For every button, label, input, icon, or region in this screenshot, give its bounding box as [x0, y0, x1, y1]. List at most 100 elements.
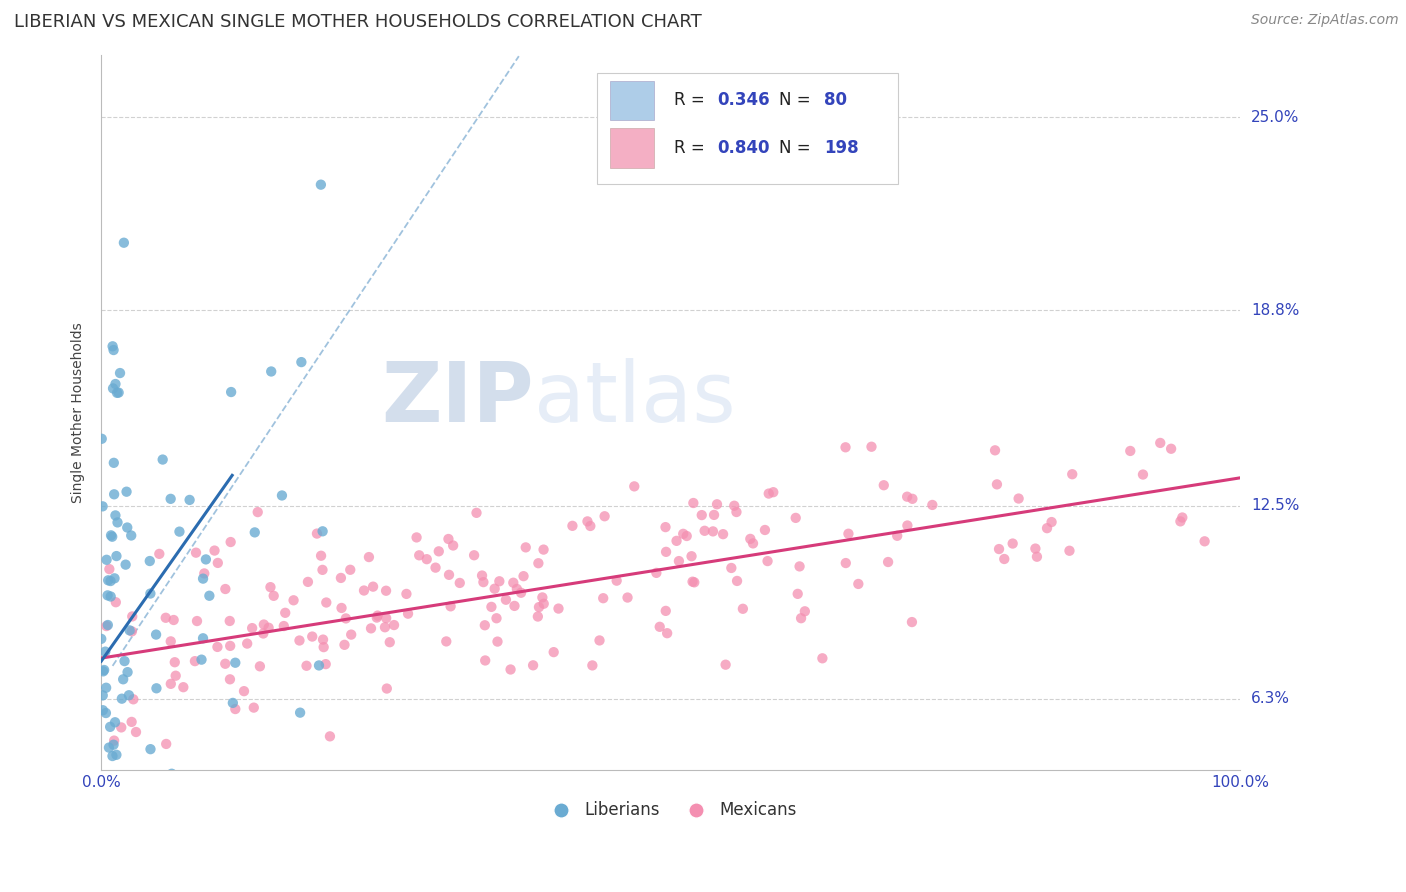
Point	[758, 486, 780, 500]
Point	[103, 456, 125, 470]
Point	[94, 645, 117, 659]
Point	[121, 609, 143, 624]
Point	[588, 633, 610, 648]
Point	[1170, 514, 1192, 528]
Point	[240, 621, 263, 635]
Point	[91, 665, 114, 679]
Point	[311, 563, 333, 577]
Point	[360, 621, 382, 635]
Point	[219, 535, 242, 549]
Point	[720, 561, 742, 575]
Bar	[610, 80, 654, 120]
Point	[104, 715, 127, 730]
Point	[155, 737, 177, 751]
Point	[416, 552, 439, 566]
Point	[100, 590, 122, 604]
Point	[165, 669, 187, 683]
Point	[91, 703, 114, 717]
Text: LIBERIAN VS MEXICAN SINGLE MOTHER HOUSEHOLDS CORRELATION CHART: LIBERIAN VS MEXICAN SINGLE MOTHER HOUSEH…	[14, 13, 702, 31]
Point	[408, 549, 430, 563]
Point	[472, 575, 495, 590]
Point	[606, 574, 628, 588]
Point	[103, 487, 125, 501]
Point	[308, 658, 330, 673]
Point	[179, 492, 201, 507]
Point	[218, 614, 240, 628]
Point	[90, 632, 112, 646]
Point	[101, 381, 124, 395]
Point	[111, 691, 134, 706]
Point	[252, 626, 274, 640]
Point	[1026, 549, 1049, 564]
Point	[98, 562, 121, 576]
Point	[786, 587, 808, 601]
Point	[118, 688, 141, 702]
Point	[243, 525, 266, 540]
Point	[163, 613, 186, 627]
Point	[319, 730, 342, 744]
Point	[682, 574, 704, 589]
Point	[533, 597, 555, 611]
Point	[742, 536, 765, 550]
Point	[214, 657, 236, 671]
Point	[690, 508, 713, 522]
Point	[259, 580, 281, 594]
Point	[117, 665, 139, 680]
Point	[896, 518, 918, 533]
Point	[145, 627, 167, 641]
Point	[901, 615, 924, 629]
Point	[290, 355, 312, 369]
Point	[112, 673, 135, 687]
Point	[474, 653, 496, 667]
Point	[463, 548, 485, 562]
Point	[834, 440, 856, 454]
Point	[152, 452, 174, 467]
Point	[495, 592, 517, 607]
Point	[335, 611, 357, 625]
Point	[988, 542, 1011, 557]
Point	[706, 497, 728, 511]
Point	[288, 633, 311, 648]
Point	[121, 769, 143, 783]
Point	[366, 610, 388, 624]
Point	[257, 621, 280, 635]
Point	[576, 515, 599, 529]
Point	[104, 376, 127, 391]
Point	[233, 684, 256, 698]
Y-axis label: Single Mother Households: Single Mother Households	[72, 322, 86, 503]
Point	[510, 586, 533, 600]
Point	[1119, 444, 1142, 458]
Text: 80: 80	[824, 91, 848, 109]
Point	[93, 663, 115, 677]
Point	[581, 658, 603, 673]
Point	[333, 638, 356, 652]
Point	[665, 533, 688, 548]
Point	[297, 574, 319, 589]
Point	[160, 766, 183, 780]
Point	[984, 443, 1007, 458]
Point	[148, 547, 170, 561]
Point	[374, 620, 396, 634]
FancyBboxPatch shape	[596, 73, 898, 184]
Point	[253, 617, 276, 632]
Text: N =: N =	[779, 91, 815, 109]
Point	[114, 654, 136, 668]
Point	[714, 657, 737, 672]
Text: atlas: atlas	[534, 358, 735, 439]
Point	[124, 769, 146, 783]
Point	[330, 601, 353, 615]
Point	[103, 343, 125, 357]
Point	[191, 632, 214, 646]
Point	[682, 496, 704, 510]
Point	[502, 575, 524, 590]
Point	[681, 549, 703, 564]
Point	[901, 491, 924, 506]
Point	[101, 749, 124, 764]
Point	[527, 556, 550, 570]
Point	[103, 738, 125, 752]
Point	[378, 635, 401, 649]
Point	[1194, 534, 1216, 549]
Legend: Liberians, Mexicans: Liberians, Mexicans	[537, 795, 804, 826]
Point	[623, 479, 645, 493]
Point	[107, 385, 129, 400]
